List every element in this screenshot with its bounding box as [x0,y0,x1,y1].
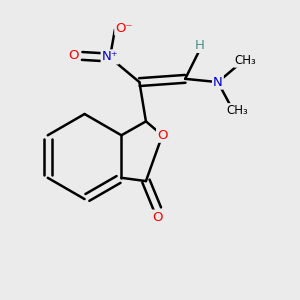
Text: N: N [213,76,223,88]
Text: N⁺: N⁺ [102,50,118,63]
Text: O: O [68,50,79,62]
Text: CH₃: CH₃ [226,104,248,117]
Text: O: O [157,129,167,142]
Text: O: O [152,211,163,224]
Text: CH₃: CH₃ [234,54,256,67]
Text: H: H [195,39,205,52]
Text: O⁻: O⁻ [115,22,133,34]
